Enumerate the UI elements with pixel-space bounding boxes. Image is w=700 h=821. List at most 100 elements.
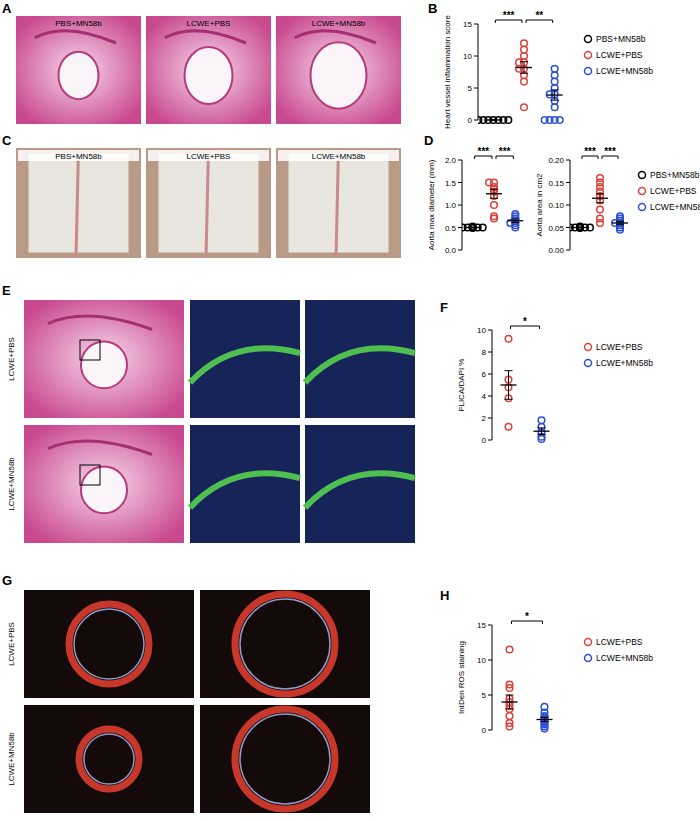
tick xyxy=(488,418,492,419)
significance-label: * xyxy=(525,611,529,622)
tick-label: 0 xyxy=(468,116,473,125)
mean-line xyxy=(485,119,501,120)
plot-area xyxy=(501,336,550,443)
panel-g: GLCWE+PBSLCWE+MN58b xyxy=(2,573,370,813)
fluorescence-image xyxy=(190,300,300,418)
photo-image xyxy=(16,148,141,258)
data-point xyxy=(521,40,528,47)
histology-image xyxy=(24,425,184,543)
data-point xyxy=(512,211,519,218)
chart: B051015Heart vessel inflammation score**… xyxy=(428,1,653,129)
fluorescence-image xyxy=(190,425,300,543)
image-label: LCWE+PBS xyxy=(187,152,231,161)
error-bar xyxy=(469,227,477,229)
tick xyxy=(566,227,570,228)
data-point xyxy=(506,681,513,688)
data-point xyxy=(521,78,528,85)
tick-label: 10 xyxy=(477,656,486,665)
error-bar xyxy=(576,227,584,229)
data-point xyxy=(521,46,528,53)
vessel-ring-inner xyxy=(84,734,134,784)
tick xyxy=(488,396,492,397)
vessel-ring xyxy=(79,729,139,789)
tick-label: 15 xyxy=(463,20,472,29)
tick-label: 8 xyxy=(482,348,487,357)
data-point xyxy=(538,417,545,424)
data-point xyxy=(506,713,513,720)
y-axis xyxy=(492,330,493,440)
data-point xyxy=(541,117,548,124)
tick-label: 4 xyxy=(482,392,487,401)
legend-marker xyxy=(639,188,646,195)
panel-letter: A xyxy=(2,1,12,16)
tick xyxy=(488,440,492,441)
vessel-ring xyxy=(235,709,335,809)
tissue-green xyxy=(190,348,300,382)
data-point xyxy=(469,224,476,231)
data-point xyxy=(469,223,476,230)
tick xyxy=(566,205,570,206)
data-point xyxy=(469,224,476,231)
vessel-ring-inner xyxy=(240,714,330,804)
legend: PBS+MN58bLCWE+PBSLCWE+MN58b xyxy=(585,34,654,76)
tick-label: 0.05 xyxy=(548,224,564,233)
tick xyxy=(566,182,570,183)
data-point xyxy=(577,223,584,230)
background xyxy=(0,0,700,821)
legend-label: LCWE+MN58b xyxy=(650,202,700,212)
tick-label: 10 xyxy=(477,326,486,335)
data-point xyxy=(506,720,513,727)
label-bg xyxy=(278,150,399,161)
data-point xyxy=(478,117,482,124)
label-bg xyxy=(18,150,139,161)
legend-marker xyxy=(585,655,592,662)
tissue-green xyxy=(305,473,415,507)
legend-label: PBS+MN58b xyxy=(650,170,700,180)
error-bar xyxy=(489,120,497,121)
tick xyxy=(566,250,570,251)
legend-marker xyxy=(585,36,592,43)
tick-label: 2.0 xyxy=(445,156,457,165)
vessel-ring xyxy=(69,604,149,684)
aorta xyxy=(76,148,79,258)
legend-marker xyxy=(585,360,592,367)
legend-label: LCWE+PBS xyxy=(596,637,643,647)
panel-a: APBS+MN58bLCWE+PBSLCWE+MN58b xyxy=(2,1,401,124)
tick xyxy=(488,330,492,331)
photo-image xyxy=(146,148,271,258)
image-label: PBS+MN58b xyxy=(55,19,102,28)
tick-label: 0.10 xyxy=(548,201,564,210)
plot-area xyxy=(462,179,523,231)
tick-label: 5 xyxy=(468,84,473,93)
panel-letter: B xyxy=(428,1,437,16)
chart: 0.000.050.100.150.20Aorta area in cm2***… xyxy=(535,146,700,255)
data-point xyxy=(551,104,558,111)
vessel-ring xyxy=(235,594,335,694)
tissue xyxy=(48,441,152,454)
tissue-green xyxy=(190,473,300,507)
tick-label: 15 xyxy=(477,621,486,630)
photo-image xyxy=(276,148,401,258)
vessel-ring-inner xyxy=(240,599,330,689)
error-bar xyxy=(541,717,549,721)
tick-label: 0 xyxy=(482,436,487,445)
panel-letter: D xyxy=(424,133,433,148)
legend-label: LCWE+MN58b xyxy=(596,358,653,368)
panel-letter: H xyxy=(440,588,449,603)
data-point xyxy=(597,215,604,222)
panel-letter: F xyxy=(440,300,448,315)
aorta xyxy=(206,148,209,258)
row-label: LCWE+MN58b xyxy=(7,457,16,511)
tick-label: 0.5 xyxy=(445,224,457,233)
tick xyxy=(488,352,492,353)
tissue-green xyxy=(305,348,415,382)
legend-marker xyxy=(585,68,592,75)
tick xyxy=(474,56,478,57)
data-point xyxy=(617,213,624,220)
significance-label: *** xyxy=(503,10,515,21)
tick-label: 0.15 xyxy=(548,179,564,188)
axis-label: Aorta max diameter (mm) xyxy=(427,159,436,250)
y-axis xyxy=(492,625,493,730)
error-bar xyxy=(616,221,624,225)
data-point xyxy=(577,224,584,231)
